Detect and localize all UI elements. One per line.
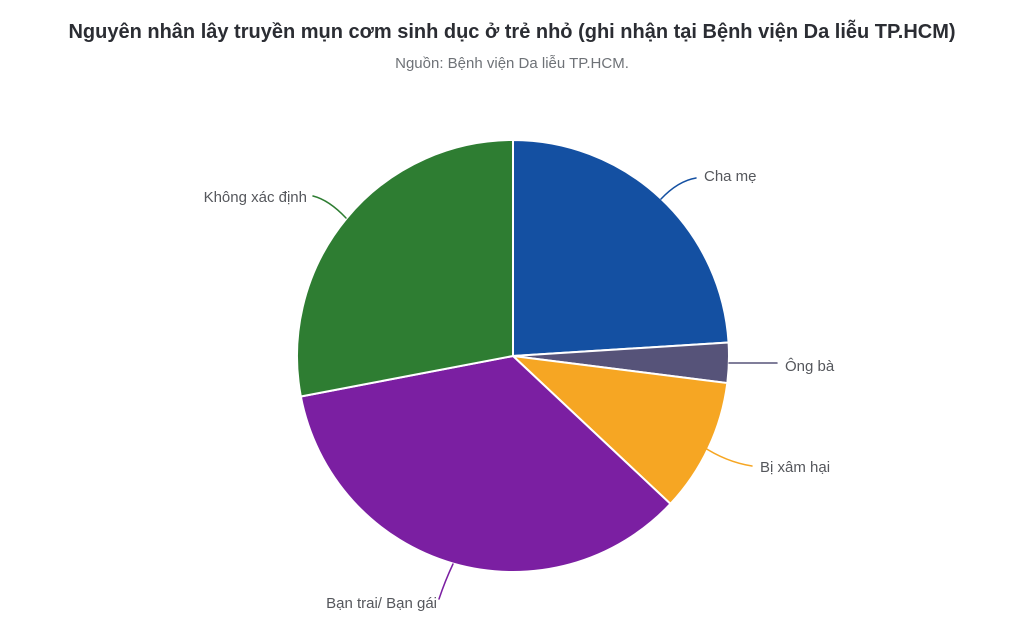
- chart-subtitle: Nguồn: Bệnh viện Da liễu TP.HCM.: [395, 55, 629, 72]
- slice-label-3: Bạn trai/ Bạn gái: [326, 595, 437, 612]
- pie-slice-2[interactable]: [512, 355, 729, 505]
- label-connector-0: [660, 177, 697, 200]
- pie-slice-4[interactable]: [296, 139, 514, 398]
- pie-slice-0[interactable]: [512, 139, 730, 357]
- slice-label-1: Ông bà: [785, 358, 835, 375]
- label-connector-4: [312, 195, 347, 219]
- slice-label-2: Bị xâm hại: [760, 459, 831, 476]
- slice-label-4: Không xác định: [203, 189, 307, 206]
- chart-title: Nguyên nhân lây truyền mụn cơm sinh dục …: [68, 21, 956, 43]
- label-connector-3: [438, 563, 454, 600]
- label-connector-2: [701, 445, 753, 467]
- slice-label-0: Cha mẹ: [704, 168, 757, 185]
